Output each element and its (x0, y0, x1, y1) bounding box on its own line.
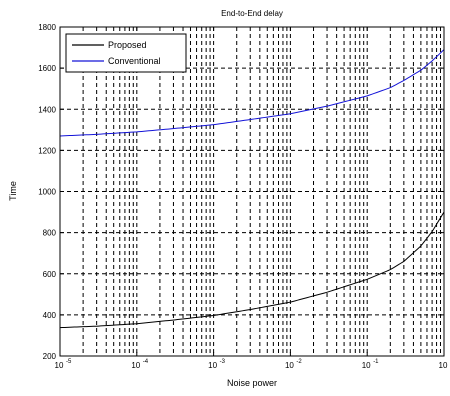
x-axis-label: Noise power (227, 378, 277, 388)
x-tick-label-exponent: -3 (220, 359, 226, 365)
x-tick-label-exponent: -5 (66, 359, 72, 365)
y-tick-label: 1000 (38, 188, 56, 197)
x-tick-label: 10 (285, 361, 294, 370)
legend-label: Conventional (108, 56, 161, 66)
y-tick-label: 1600 (38, 64, 56, 73)
x-tick-label-exponent: -4 (143, 359, 149, 365)
series-line-conventional (59, 49, 445, 137)
y-axis-label: Time (8, 181, 18, 201)
x-tick-label: 10 (362, 361, 371, 370)
y-tick-label: 600 (43, 270, 57, 279)
grid (60, 27, 444, 356)
legend-label: Proposed (108, 40, 147, 50)
legend-box (65, 33, 187, 73)
y-tick-label: 1200 (38, 146, 56, 155)
y-tick-label: 1400 (38, 105, 56, 114)
series-lines (59, 49, 445, 329)
legend: Proposed Conventional (65, 33, 187, 73)
y-tick-label: 800 (43, 229, 57, 238)
y-tick-label: 1800 (38, 23, 56, 32)
series-line-proposed (59, 211, 445, 329)
y-tick-label: 400 (43, 311, 57, 320)
chart-title: End-to-End delay (221, 9, 283, 18)
x-tick-label: 10 (55, 361, 64, 370)
x-tick-label: 10 (439, 361, 448, 370)
y-tick-label: 200 (43, 352, 57, 361)
x-tick-label: 10 (131, 361, 140, 370)
x-tick-label-exponent: -2 (296, 359, 302, 365)
x-tick-label-exponent: -1 (373, 359, 379, 365)
x-tick-label: 10 (208, 361, 217, 370)
